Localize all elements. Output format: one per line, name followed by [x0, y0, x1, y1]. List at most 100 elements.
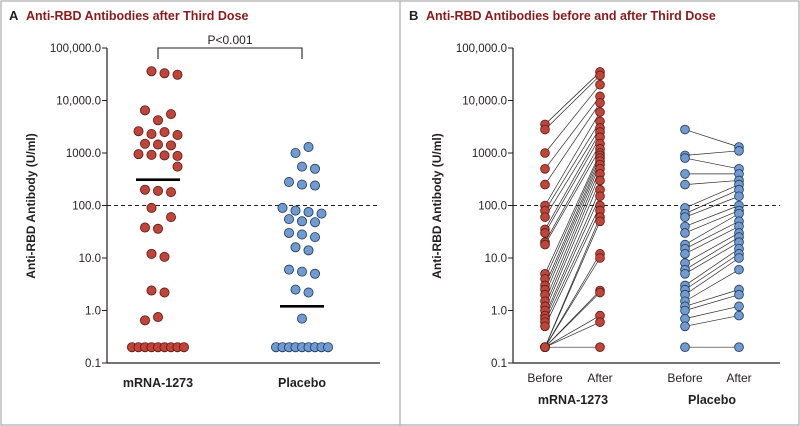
- panel-a-placebo-point: [283, 214, 294, 225]
- panel-a-mrna-point: [172, 130, 183, 141]
- panel-b-placebo-pair-line: [684, 180, 740, 185]
- panel-a-mrna-point: [152, 139, 163, 150]
- panel-a-placebo-point: [290, 205, 301, 216]
- panel-b-placebo-before-point: [680, 342, 690, 352]
- panel-b-y-tick-label: 1.0: [491, 306, 507, 318]
- panel-b-placebo-after-point: [734, 310, 744, 321]
- panel-a-y-tick-label: 0.1: [85, 358, 101, 370]
- panel-b-mrna-pair-line: [544, 102, 601, 185]
- panel-a-mrna-point: [159, 251, 170, 262]
- panel-a-mrna-point: [146, 248, 157, 259]
- panel-b-placebo-pair-line: [684, 220, 740, 250]
- panel-a-y-tick-label: 10,000.0: [56, 96, 101, 108]
- panel-a-mrna-point: [159, 287, 170, 298]
- panel-b-mrna-after-point: [595, 216, 605, 227]
- panel-b-mrna-pair-line: [544, 180, 601, 311]
- panel-a-mrna-point: [178, 342, 189, 353]
- panel-b-mrna-before-point: [540, 239, 550, 250]
- panel-b-placebo-pair-line: [684, 232, 740, 264]
- panel-a-placebo-point: [296, 229, 307, 240]
- panel-b-mrna-pair-line: [544, 173, 601, 307]
- panel-a-y-tick-label: 1000.0: [66, 148, 101, 160]
- panel-b-mrna-after-point: [595, 317, 605, 327]
- panel-b-placebo-after-point: [734, 191, 744, 202]
- panel-b-mrna-after-point: [595, 191, 605, 202]
- panel-b-placebo-before-point: [680, 269, 690, 279]
- panel-a-placebo-point: [296, 216, 307, 227]
- panel-b-mrna-before-label: Before: [527, 371, 563, 385]
- panel-b-ylabel: Anti-RBD Antibody (U/ml): [430, 133, 444, 279]
- panel-b-placebo-pair-line: [684, 157, 740, 170]
- panel-b-placebo-before-point: [680, 212, 690, 222]
- panel-a-mrna-point: [159, 127, 170, 138]
- panel-b-mrna-after-point: [595, 287, 605, 298]
- panel-a-category-placebo: Placebo: [278, 376, 326, 390]
- panel-a-letter: A: [9, 8, 19, 23]
- panel-a-placebo-point: [322, 342, 333, 353]
- panel-b-mrna-pair-line: [544, 292, 601, 348]
- panel-b-placebo-pair-line: [684, 195, 740, 218]
- panel-b-mrna-pair-line: [544, 315, 601, 348]
- panel-a-mrna-point: [152, 115, 163, 126]
- panel-b-chart: 0.1 1.0 10.0 100.0 1000.0 10,000.0 100,000.0: [456, 43, 780, 370]
- panel-b-y-tick-label: 100,000.0: [456, 43, 507, 55]
- panel-a-placebo-point: [283, 177, 294, 188]
- panel-b-mrna-before-point: [540, 212, 550, 222]
- panel-b-mrna-after-point: [595, 342, 605, 352]
- panel-b-placebo-after-point: [734, 146, 744, 156]
- panel-a-mrna-point: [146, 202, 157, 213]
- panel-a-mrna-point: [133, 149, 144, 160]
- panel-b-placebo-before-point: [680, 124, 690, 135]
- panel-b-mrna-pair-line: [544, 257, 601, 348]
- panel-a-placebo-point: [283, 227, 294, 238]
- panel-b-mrna-pair-line: [544, 75, 601, 130]
- panel-b-placebo-pair-line: [684, 253, 740, 290]
- panel-b-mrna-pair-line: [544, 160, 601, 290]
- panel-a-placebo-point: [296, 313, 307, 324]
- panel-b-mrna-pair-line: [544, 155, 601, 280]
- panel-a-y-tick-label: 100,000.0: [50, 43, 101, 55]
- panel-b-group-mrna: mRNA-1273: [538, 393, 608, 407]
- panel-a-ylabel: Anti-RBD Antibody (U/ml): [24, 133, 38, 279]
- panel-b-mrna-pair-line: [544, 189, 601, 316]
- panel-b-mrna-pair-line: [544, 164, 601, 295]
- panel-a-placebo-point: [309, 232, 320, 243]
- panel-b-placebo-pair-line: [684, 306, 740, 319]
- panel-b-mrna-before-point: [540, 124, 550, 135]
- panel-a-mrna-point: [165, 212, 176, 223]
- panel-b-placebo-after-label: After: [726, 371, 751, 385]
- panel-b-mrna-before-point: [540, 179, 550, 190]
- panel-b-placebo-pair-line: [684, 294, 740, 311]
- panel-b-y-tick-label: 10,000.0: [462, 96, 507, 108]
- panel-b-placebo-pair-line: [684, 248, 740, 286]
- panel-a-mrna-point: [152, 223, 163, 234]
- panel-b-mrna-pair-line: [544, 253, 601, 348]
- panel-a-y-tick-label: 1.0: [85, 306, 101, 318]
- panel-b-placebo-pair-line: [684, 189, 740, 214]
- panel-b-placebo-before-point: [680, 305, 690, 316]
- panel-a-placebo-point: [283, 264, 294, 275]
- panel-a-category-mrna: mRNA-1273: [123, 376, 193, 390]
- panel-b-mrna-pair-line: [544, 221, 601, 348]
- panel-a-y-tick-label: 100.0: [72, 201, 101, 213]
- panel-b-mrna-pair-line: [544, 127, 601, 218]
- panel-b-mrna-pair-line: [544, 71, 601, 125]
- panel-a-mrna-point: [172, 161, 183, 172]
- panel-b-group-placebo: Placebo: [688, 393, 736, 407]
- panel-b-mrna-pair-line: [544, 111, 601, 206]
- panel-a-mrna-point: [139, 184, 150, 195]
- panel-b-mrna-after-point: [595, 98, 605, 108]
- panel-b-mrna-pair-line: [544, 321, 601, 348]
- panel-b-title: Anti-RBD Antibodies before and after Thi…: [426, 9, 716, 23]
- panel-a-placebo-point: [316, 208, 327, 219]
- panel-b-placebo-before-point: [680, 179, 690, 190]
- panel-a-placebo-point: [290, 242, 301, 253]
- panel-a-mrna-point: [146, 129, 157, 140]
- panel-b-mrna-pair-line: [544, 210, 601, 327]
- panel-a-mrna-point: [159, 150, 170, 161]
- panel-a-mrna-point: [152, 185, 163, 196]
- panel-a-placebo-point: [303, 287, 314, 298]
- panel-b-placebo-before-point: [680, 153, 690, 163]
- panel-b-placebo-pair-line: [684, 241, 740, 275]
- panel-b-placebo-pair-line: [684, 257, 740, 295]
